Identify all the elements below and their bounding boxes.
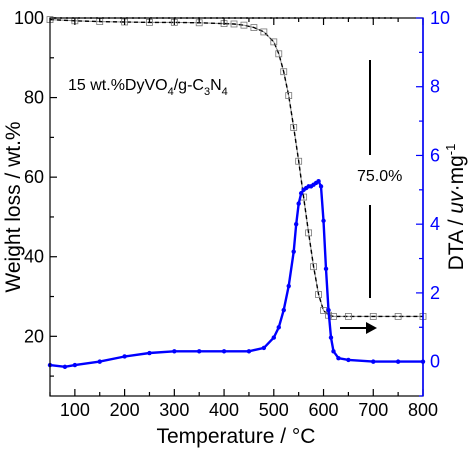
dta-point	[328, 335, 334, 340]
dta-point	[371, 359, 376, 364]
axes-ticks: 100 200 300 400 500 600 700 800 20 40 60 80 100 0 2 4 6 8…	[14, 8, 450, 420]
dta-point	[296, 201, 301, 206]
weight-point	[344, 313, 352, 320]
dta-point	[221, 349, 227, 354]
y-tick-label: 80	[24, 88, 44, 108]
dta-point	[336, 356, 341, 361]
weight-loss-label: 75.0%	[357, 168, 402, 185]
dta-point	[281, 307, 286, 313]
weight-point	[290, 124, 298, 131]
weight-point	[285, 92, 293, 99]
dta-point	[286, 283, 291, 289]
y2-tick-label: 0	[430, 352, 440, 372]
weight-point	[240, 21, 248, 29]
dta-point	[331, 349, 336, 354]
weight-point	[305, 229, 313, 237]
y-axis-title: Weight loss / wt.%	[2, 121, 25, 292]
weight-point	[270, 38, 278, 46]
plot-frame	[49, 17, 424, 397]
dta-line	[49, 179, 423, 369]
x-axis-title: Temperature / °C	[157, 425, 316, 448]
sample-label-subscript: 4	[168, 86, 174, 98]
dta-point	[197, 349, 202, 354]
y2-tick-label: 2	[430, 283, 440, 303]
sample-label: 15 wt.%DyVO4/g-C3N4	[68, 77, 228, 98]
y-tick-label: 100	[14, 8, 44, 28]
dta-point	[395, 359, 401, 364]
weight-point	[275, 50, 283, 58]
dta-point	[276, 325, 281, 330]
y2-axis-title-text: DTA /	[445, 214, 468, 271]
sample-label-part: /g-C	[174, 77, 204, 94]
sample-label-subscript: 4	[222, 86, 228, 98]
sample-label-subscript: 3	[204, 86, 210, 98]
weight-point	[369, 313, 377, 320]
dta-point	[346, 357, 351, 363]
right-axis-arrow-head	[366, 322, 377, 334]
x-tick-label: 300	[159, 400, 189, 420]
x-tick-label: 500	[259, 400, 289, 420]
dta-point	[172, 349, 177, 354]
dta-point	[291, 249, 296, 254]
y-tick-label: 20	[24, 326, 44, 346]
x-tick-label: 800	[408, 400, 438, 420]
dta-point	[147, 350, 152, 356]
dta-point	[246, 349, 252, 354]
weight-point	[280, 68, 288, 76]
dta-point	[271, 335, 276, 340]
dta-point	[323, 266, 329, 272]
x-tick-label: 400	[209, 400, 239, 420]
y2-tick-label: 6	[430, 145, 440, 165]
dta-point	[318, 184, 324, 189]
x-tick-label: 700	[358, 400, 388, 420]
dta-point	[97, 359, 102, 364]
weight-point	[250, 24, 258, 31]
dta-point	[298, 191, 304, 196]
y2-tick-label: 4	[430, 214, 440, 234]
dta-point	[72, 362, 78, 368]
y2-tick-label: 8	[430, 77, 440, 97]
x-tick-label: 100	[60, 400, 90, 420]
y2-tick-label: 10	[430, 8, 450, 28]
weight-point	[310, 263, 317, 271]
y-tick-label: 60	[24, 167, 44, 187]
x-tick-label: 200	[110, 400, 140, 420]
weight-point	[260, 28, 268, 36]
y2-axis-unit-exponent: -1	[443, 144, 458, 156]
weight-point	[295, 157, 303, 165]
weight-point	[315, 291, 322, 298]
weight-point	[330, 313, 337, 320]
dta-point	[326, 307, 331, 313]
dta-point	[321, 218, 326, 223]
y2-axis-unit: uv	[445, 190, 468, 214]
weight-point	[394, 313, 402, 320]
dta-point	[293, 221, 299, 227]
sample-label-part: 15 wt.%DyVO	[68, 77, 168, 94]
x-tick-label: 600	[309, 400, 339, 420]
dta-point	[62, 364, 68, 369]
x-axis-title-text: Temperature /	[157, 425, 292, 448]
dta-point	[122, 354, 127, 359]
weight-point	[230, 20, 238, 28]
sample-label-part: N	[210, 77, 222, 94]
x-axis-unit: °C	[292, 425, 316, 448]
y2-axis-title: DTA / uv·mg-1	[443, 144, 468, 271]
dta-point	[316, 179, 321, 184]
y2-axis-unit: ·mg	[445, 155, 468, 191]
y-tick-label: 40	[24, 247, 44, 267]
dta-point	[261, 345, 267, 351]
